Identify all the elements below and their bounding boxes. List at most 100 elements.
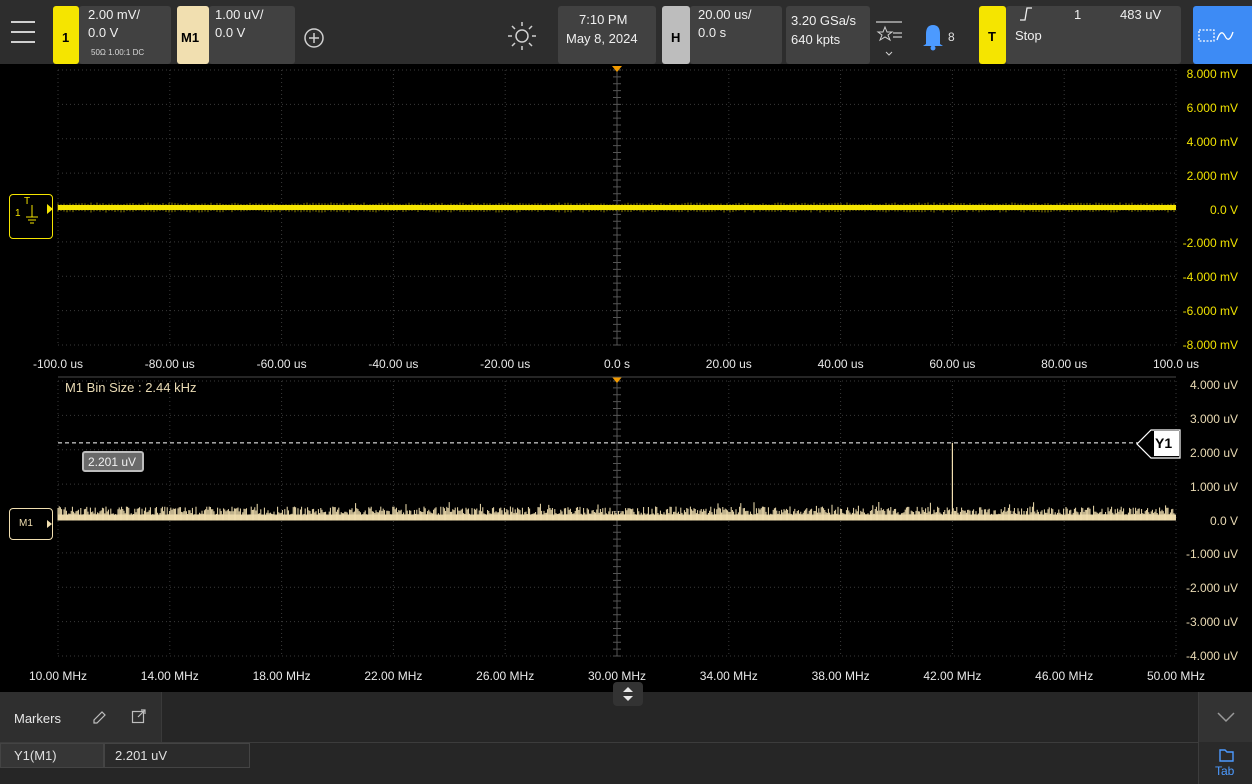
time-x-tick-label: 100.0 us xyxy=(1152,357,1200,371)
time-y-tick-label: 0.0 V xyxy=(1209,202,1238,217)
fft-x-tick-label: 38.00 MHz xyxy=(811,669,870,683)
run-status: Stop xyxy=(1015,28,1042,43)
favorites-button[interactable] xyxy=(872,0,912,64)
fft-x-tick-label: 26.00 MHz xyxy=(476,669,535,683)
time-x-tick-label: -60.00 us xyxy=(256,357,307,371)
y1-readout-value: 2.201 uV xyxy=(88,455,137,469)
tab-view-button[interactable]: Tab xyxy=(1198,742,1252,784)
time-y-tick-label: 8.000 mV xyxy=(1186,67,1238,81)
touch-tool-button[interactable] xyxy=(1193,0,1252,64)
top-toolbar: 1 2.00 mV/ 0.0 V 50Ω 1.00:1 DC M1 1.00 u… xyxy=(0,0,1252,64)
notification-count: 8 xyxy=(948,30,955,44)
m1-label: M1 xyxy=(181,30,200,45)
fft-x-tick-label: 34.00 MHz xyxy=(699,669,758,683)
y1-marker-label: Y1 xyxy=(1155,435,1173,451)
horizontal-position: 0.0 s xyxy=(698,25,727,40)
fft-y-tick-label: 0.0 V xyxy=(1209,513,1238,528)
menu-icon xyxy=(11,21,35,43)
fft-y-tick-label: -3.000 uV xyxy=(1185,615,1238,630)
acquisition-settings[interactable]: 3.20 GSa/s 640 kpts xyxy=(786,0,870,64)
tab-label: Tab xyxy=(1215,764,1235,778)
horizontal-settings[interactable]: H 20.00 us/ 0.0 s xyxy=(662,0,782,64)
time-x-tick-label: 60.00 us xyxy=(929,357,976,371)
m1-marker-label: M1 xyxy=(19,518,33,529)
time-x-tick-label: 0.0 s xyxy=(603,357,631,371)
fft-y-tick-label: 3.000 uV xyxy=(1189,411,1238,426)
y1-flag-icon xyxy=(1136,429,1181,459)
time-y-tick-label: 4.000 mV xyxy=(1186,134,1238,149)
y1-marker-handle[interactable]: Y1 xyxy=(1136,429,1182,459)
datetime-display[interactable]: 7:10 PM May 8, 2024 xyxy=(558,0,656,64)
marker-name-cell: Y1(M1) xyxy=(14,748,57,763)
m1-fft-trace-floor xyxy=(58,514,1176,521)
markers-tab[interactable]: Markers xyxy=(0,692,162,742)
folder-tab-icon xyxy=(1219,749,1234,762)
results-panel: Markers Y1(M1) 2.201 uV Tab xyxy=(0,682,1252,784)
channel-1-number: 1 xyxy=(62,30,70,45)
channel-1-trace xyxy=(58,205,1176,210)
fft-x-tick-label: 46.00 MHz xyxy=(1035,669,1094,683)
edit-pencil-icon[interactable] xyxy=(91,710,107,726)
trigger-marker-label: T xyxy=(24,196,31,207)
time-x-tick-label: 40.00 us xyxy=(817,357,864,371)
favorites-icon xyxy=(876,21,902,56)
time-y-tick-label: 6.000 mV xyxy=(1186,100,1238,115)
expand-handle-icon xyxy=(623,687,633,701)
brightness-button[interactable] xyxy=(500,0,544,64)
fft-x-tick-label: 30.00 MHz xyxy=(587,669,647,683)
horizontal-label: H xyxy=(671,30,681,45)
markers-title: Markers xyxy=(14,711,61,726)
fft-x-tick-label: 18.00 MHz xyxy=(252,669,311,683)
channel-1-ground-marker[interactable]: T 1 xyxy=(9,194,53,239)
time-trigger-position-marker xyxy=(612,66,622,72)
fft-x-tick-label: 10.00 MHz xyxy=(28,669,88,683)
undock-icon[interactable] xyxy=(131,708,147,724)
y1-readout-box[interactable]: 2.201 uV xyxy=(82,451,144,472)
time-x-tick-label: -80.00 us xyxy=(144,357,195,371)
notifications-button[interactable]: 8 xyxy=(914,0,966,64)
m1-offset-marker[interactable]: M1 xyxy=(9,508,53,540)
channel-1-offset: 0.0 V xyxy=(88,25,119,40)
fft-x-tick-label: 50.00 MHz xyxy=(1146,669,1206,683)
waveform-display[interactable]: 8.000 mV 6.000 mV 4.000 mV 2.000 mV 0.0 V -2.… xyxy=(0,64,1252,692)
fft-y-tick-label: -2.000 uV xyxy=(1185,581,1238,596)
horizontal-scale: 20.00 us/ xyxy=(698,7,752,22)
collapse-panel-button[interactable] xyxy=(1198,692,1252,742)
trigger-settings[interactable]: T 1 483 uV Stop xyxy=(979,0,1181,64)
chevron-down-icon xyxy=(1217,712,1235,723)
fft-y-tick-label: 1.000 uV xyxy=(1189,479,1238,494)
add-channel-button[interactable] xyxy=(300,0,330,64)
add-circle-icon xyxy=(304,28,324,48)
math-m1-settings[interactable]: M1 1.00 uV/ 0.0 V xyxy=(177,0,295,64)
clock-time: 7:10 PM xyxy=(579,12,628,27)
time-x-tick-label: 20.00 us xyxy=(705,357,752,371)
fft-y-tick-label: 2.000 uV xyxy=(1189,445,1238,460)
fft-y-tick-label: -1.000 uV xyxy=(1185,547,1238,562)
ground-icon xyxy=(26,204,53,224)
memory-depth: 640 kpts xyxy=(791,32,841,47)
rising-edge-icon xyxy=(1020,7,1032,21)
panel-resize-handle[interactable] xyxy=(613,682,643,706)
clock-date: May 8, 2024 xyxy=(566,31,638,46)
time-x-tick-label: -100.0 us xyxy=(32,357,84,371)
table-row[interactable]: Y1(M1) 2.201 uV xyxy=(0,743,250,768)
m1-scale: 1.00 uV/ xyxy=(215,7,264,22)
time-y-tick-label: -8.000 mV xyxy=(1182,338,1238,352)
trigger-source: 1 xyxy=(1074,7,1082,22)
m1-offset: 0.0 V xyxy=(215,25,246,40)
time-x-tick-label: 80.00 us xyxy=(1041,357,1088,371)
time-y-tick-label: -4.000 mV xyxy=(1182,270,1238,285)
fft-x-tick-label: 14.00 MHz xyxy=(140,669,199,683)
marker-value-cell: 2.201 uV xyxy=(115,748,168,763)
sun-icon xyxy=(508,22,536,50)
bell-icon xyxy=(923,25,943,51)
time-x-tick-label: -20.00 us xyxy=(480,357,531,371)
zoom-box-icon xyxy=(1198,29,1234,42)
channel-1-settings[interactable]: 1 2.00 mV/ 0.0 V 50Ω 1.00:1 DC xyxy=(53,0,171,64)
fft-bin-size: M1 Bin Size : 2.44 kHz xyxy=(65,380,197,395)
channel-1-scale: 2.00 mV/ xyxy=(88,7,141,22)
main-menu-button[interactable] xyxy=(0,0,48,64)
graticule xyxy=(57,66,1177,657)
channel-1-trace-noise xyxy=(57,202,1175,213)
trigger-level: 483 uV xyxy=(1120,7,1162,22)
